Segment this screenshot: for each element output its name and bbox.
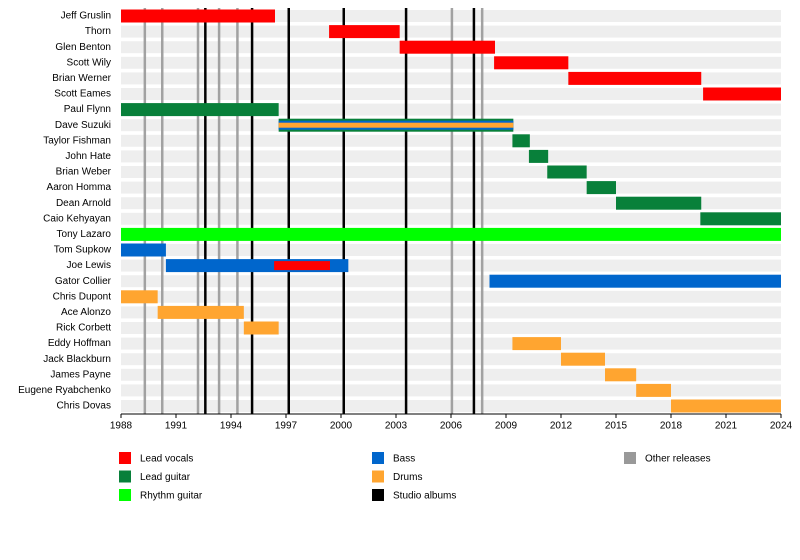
legend-label: Other releases [645, 454, 711, 465]
row-label: Chris Dupont [53, 291, 112, 302]
member-bar [243, 321, 279, 335]
member-bar [489, 274, 781, 288]
row-label: Taylor Fishman [43, 135, 111, 146]
member-bar [512, 134, 530, 148]
x-tick-label: 2021 [715, 421, 738, 432]
x-tick-label: 2015 [605, 421, 628, 432]
row-label: Paul Flynn [64, 104, 111, 115]
legend-swatch [119, 470, 131, 483]
row-label: Joe Lewis [67, 260, 111, 271]
member-bar [121, 227, 781, 241]
row-label: Glen Benton [55, 42, 111, 53]
member-bar [329, 25, 400, 39]
legend-swatch [119, 452, 131, 464]
row-label: Brian Weber [56, 167, 112, 178]
legend-label: Drums [393, 472, 422, 483]
row-label: Scott Eames [54, 89, 111, 100]
row-label: Rick Corbett [56, 323, 111, 334]
row-label: Jeff Gruslin [61, 11, 111, 22]
row-label: Jack Blackburn [43, 354, 111, 365]
row-label: Thorn [85, 26, 111, 37]
member-bar [703, 87, 781, 101]
member-bar [274, 261, 330, 271]
row-label: Ace Alonzo [61, 307, 111, 318]
row-label: Aaron Homma [47, 182, 112, 193]
legend-label: Bass [393, 454, 415, 465]
member-bar [700, 212, 781, 226]
legend-label: Lead guitar [140, 472, 191, 483]
member-bar [616, 196, 702, 210]
member-bar [547, 165, 587, 179]
legend-swatch [372, 452, 384, 464]
x-tick-label: 2018 [660, 421, 683, 432]
member-bar [121, 103, 279, 117]
member-bar [399, 40, 495, 54]
x-tick-label: 1988 [110, 421, 133, 432]
x-tick-label: 1991 [165, 421, 188, 432]
member-bar [121, 9, 275, 23]
row-label: Brian Werner [52, 73, 111, 84]
legend-swatch [372, 489, 384, 501]
row-label: Tom Supkow [54, 245, 112, 256]
member-bar [586, 181, 616, 195]
row-label: Dave Suzuki [55, 120, 111, 131]
row-label: Gator Collier [55, 276, 112, 287]
x-tick-label: 2012 [550, 421, 573, 432]
row-label: James Payne [50, 369, 111, 380]
row-label: Tony Lazaro [57, 229, 112, 240]
member-bar [278, 122, 514, 128]
member-bar [605, 368, 637, 382]
row-label: John Hate [65, 151, 111, 162]
x-tick-label: 2024 [770, 421, 793, 432]
row-label: Eugene Ryabchenko [18, 385, 111, 396]
legend-label: Lead vocals [140, 454, 193, 465]
row-label: Dean Arnold [56, 198, 111, 209]
member-bar [671, 399, 781, 413]
legend-label: Studio albums [393, 491, 456, 502]
member-bar [121, 290, 158, 304]
x-tick-label: 2006 [440, 421, 463, 432]
member-bar [121, 243, 166, 257]
legend-label: Rhythm guitar [140, 491, 203, 502]
x-tick-label: 2000 [330, 421, 353, 432]
legend-swatch [119, 489, 131, 501]
legend-swatch [372, 470, 384, 483]
row-label: Eddy Hoffman [48, 338, 111, 349]
x-tick-label: 1994 [220, 421, 243, 432]
member-bar [528, 149, 549, 163]
legend-swatch [624, 452, 636, 464]
member-bar [512, 337, 561, 351]
member-bar [157, 305, 244, 319]
row-label: Caio Kehyayan [43, 213, 111, 224]
member-bar [568, 71, 702, 85]
member-bar [494, 56, 569, 70]
row-label: Scott Wily [67, 57, 111, 68]
row-label: Chris Dovas [57, 401, 111, 412]
member-bar [636, 383, 671, 397]
member-bar [561, 352, 605, 366]
x-tick-label: 2003 [385, 421, 408, 432]
x-tick-label: 1997 [275, 421, 298, 432]
x-tick-label: 2009 [495, 421, 518, 432]
